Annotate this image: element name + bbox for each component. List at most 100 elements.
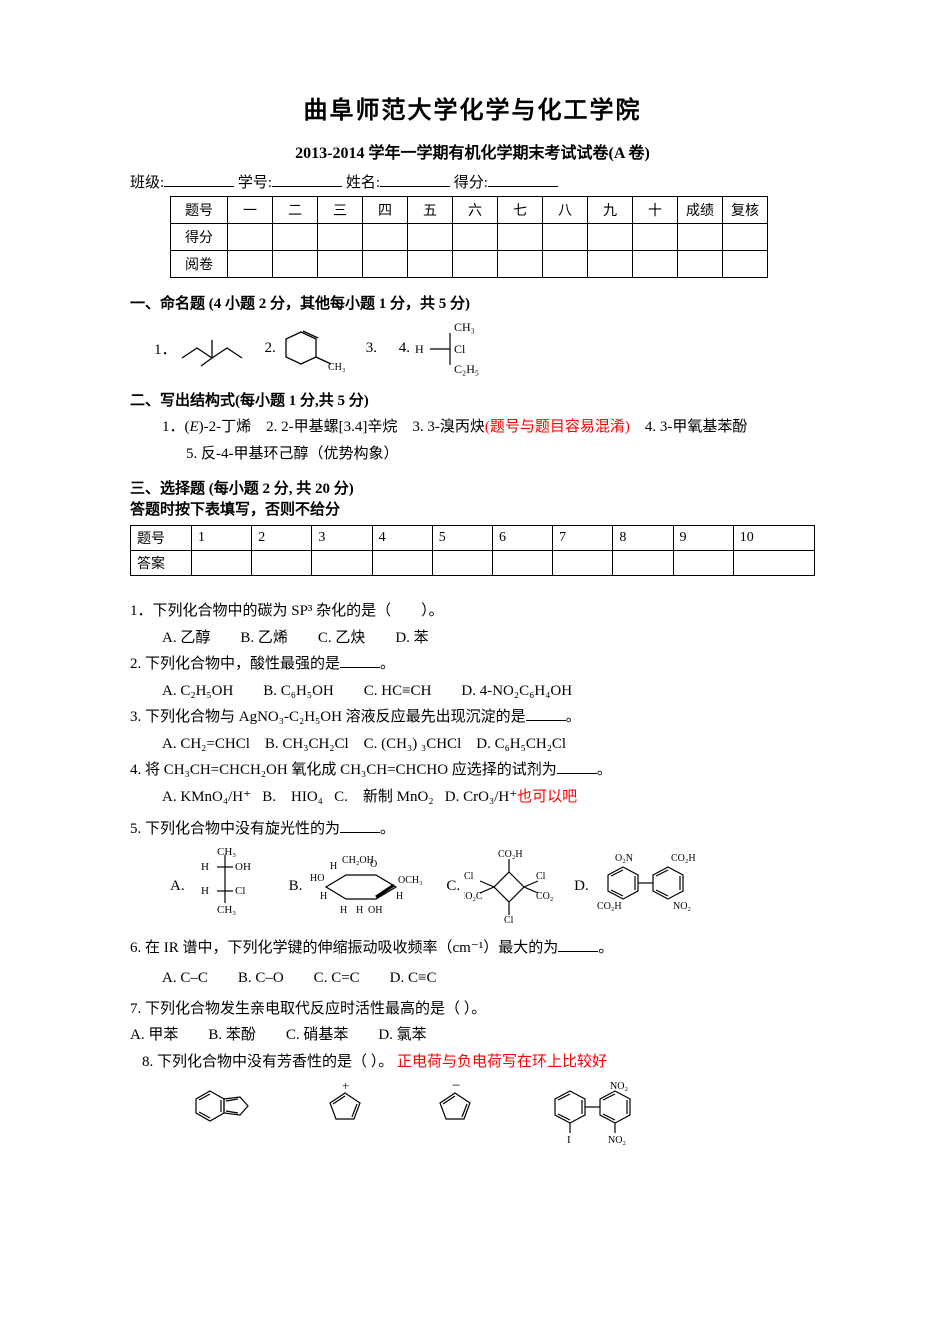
svg-text:H: H <box>320 891 327 902</box>
opt: B. HIO₄ <box>262 789 323 805</box>
q7-opts: A. 甲苯 B. 苯酚 C. 硝基苯 D. 氯苯 <box>130 1024 815 1047</box>
table-row: 题号 1 2 3 4 5 6 7 8 9 10 <box>131 526 815 551</box>
sec1-item-3: 3. <box>366 340 381 357</box>
svg-text:CH₃: CH₃ <box>217 847 236 858</box>
row-header: 阅卷 <box>171 251 228 278</box>
row-header: 题号 <box>171 197 228 224</box>
q1-opts: A. 乙醇 B. 乙烯 C. 乙炔 D. 苯 <box>130 627 815 650</box>
q-num: 1． <box>154 338 177 359</box>
col-num: 8 <box>613 526 673 551</box>
answer-blank[interactable] <box>557 759 597 774</box>
svg-text:H: H <box>396 891 403 902</box>
svg-text:I: I <box>567 1134 571 1146</box>
q6-opts: A. C–C B. C–O C. C=C D. C≡C <box>130 967 815 990</box>
answer-table: 题号 1 2 3 4 5 6 7 8 9 10 答案 <box>130 525 815 576</box>
sec1-item-2: 2. CH₃ <box>265 324 348 372</box>
text: 3. 下列化合物与 AgNO₃-C₂H₅OH 溶液反应最先出现沉淀的是 <box>130 709 526 725</box>
structure-icon: CO₂H Cl CO₂H Cl HO₂C Cl <box>464 847 554 927</box>
structure-icon: H OH H Cl CH₃ CH₃ <box>189 847 269 927</box>
table-row: 答案 <box>131 551 815 576</box>
structure-icon: + <box>320 1079 370 1129</box>
col-header: 十 <box>633 197 678 224</box>
opt: C. 新制 MnO₂ <box>334 789 433 805</box>
svg-text:NO₂: NO₂ <box>610 1081 628 1092</box>
svg-text:−: − <box>452 1079 460 1094</box>
structure-icon: O₂N CO₂H CO₂H NO₂ <box>593 847 713 927</box>
svg-text:CO₂H: CO₂H <box>498 849 523 860</box>
q3-stem: 3. 下列化合物与 AgNO₃-C₂H₅OH 溶液反应最先出现沉淀的是 。 <box>130 706 815 729</box>
svg-text:Cl: Cl <box>464 871 474 882</box>
table-row: 阅卷 <box>171 251 768 278</box>
col-header: 二 <box>273 197 318 224</box>
q6-stem: 6. 在 IR 谱中，下列化学键的伸缩振动吸收频率（cm⁻¹）最大的为 。 <box>130 937 815 960</box>
svg-text:H: H <box>340 905 347 916</box>
q4-stem: 4. 将 CH₃CH=CHCH₂OH 氧化成 CH₃CH=CHCHO 应选择的试… <box>130 759 815 782</box>
label-score: 得分: <box>454 175 488 191</box>
structure-icon: CH₃ <box>276 324 348 372</box>
col-header: 七 <box>498 197 543 224</box>
blank-sid[interactable] <box>272 172 342 187</box>
answer-blank[interactable] <box>340 818 380 833</box>
answer-blank[interactable] <box>526 706 566 721</box>
text: 。 <box>598 940 613 956</box>
answer-blank[interactable] <box>558 937 598 952</box>
col-header: 六 <box>453 197 498 224</box>
svg-text:H: H <box>415 342 424 356</box>
page-title: 曲阜师范大学化学与化工学院 <box>130 90 815 125</box>
svg-text:HO: HO <box>310 873 324 884</box>
row-header: 得分 <box>171 224 228 251</box>
col-header: 复核 <box>723 197 768 224</box>
label-name: 姓名: <box>346 175 380 191</box>
text: 。 <box>380 821 395 837</box>
col-num: 1 <box>192 526 252 551</box>
svg-text:Cl: Cl <box>235 885 245 897</box>
blank-name[interactable] <box>380 172 450 187</box>
score-table: 题号 一 二 三 四 五 六 七 八 九 十 成绩 复核 得分 阅卷 <box>170 196 768 278</box>
q3-opts: A. CH₂=CHCl B. CH₃CH₂Cl C. (CH₃) ₃CHCl D… <box>130 733 815 756</box>
svg-text:+: + <box>342 1079 349 1093</box>
structure-icon: − <box>430 1079 480 1129</box>
col-num: 6 <box>492 526 552 551</box>
svg-text:OH: OH <box>368 905 382 916</box>
opt-red: D. CrO₃/H⁺也可以吧 <box>445 789 577 805</box>
col-header: 八 <box>543 197 588 224</box>
svg-text:H: H <box>201 885 209 897</box>
q4-opts: A. KMnO₄/H⁺ B. HIO₄ C. 新制 MnO₂ D. CrO₃/H… <box>130 786 815 809</box>
col-num: 7 <box>553 526 613 551</box>
svg-text:Cl: Cl <box>536 871 546 882</box>
col-header: 三 <box>318 197 363 224</box>
q5-stem: 5. 下列化合物中没有旋光性的为。 <box>130 818 815 841</box>
opt-label: B. <box>289 878 303 895</box>
text: 。 <box>566 709 581 725</box>
blank-score[interactable] <box>488 172 558 187</box>
opt-label: D. <box>574 878 589 895</box>
blank-class[interactable] <box>164 172 234 187</box>
structure-icon: H CH₃ Cl C₂H₅ <box>410 319 490 377</box>
info-line: 班级: 学号: 姓名: 得分: <box>130 171 815 192</box>
answer-blank[interactable] <box>340 653 380 668</box>
q5-opts: A. H OH H Cl CH₃ CH₃ B. <box>170 847 815 927</box>
col-header: 四 <box>363 197 408 224</box>
text: 8. 下列化合物中没有芳香性的是（ ）。 <box>142 1054 393 1070</box>
q-num: 3. <box>366 340 377 357</box>
svg-text:CO₂H: CO₂H <box>536 891 554 902</box>
q-num: 4. <box>399 340 410 357</box>
sec3-heading: 三、选择题 (每小题 2 分, 共 20 分) <box>130 477 815 498</box>
svg-text:NO₂: NO₂ <box>608 1135 626 1146</box>
text-italic: E <box>190 419 199 435</box>
red-note: 正电荷与负电荷写在环上比较好 <box>397 1054 607 1070</box>
col-header: 九 <box>588 197 633 224</box>
opt-d: D. O₂N CO₂H CO₂H NO₂ <box>574 847 713 927</box>
sec3-note: 答题时按下表填写，否则不给分 <box>130 498 815 519</box>
svg-text:CH₃: CH₃ <box>454 320 475 334</box>
col-num: 4 <box>372 526 432 551</box>
col-header: 成绩 <box>678 197 723 224</box>
svg-text:H: H <box>201 861 209 873</box>
svg-text:CH₃: CH₃ <box>328 362 345 372</box>
sec1-heading: 一、命名题 (4 小题 2 分，其他每小题 1 分，共 5 分) <box>130 292 815 313</box>
text: 6. 在 IR 谱中，下列化学键的伸缩振动吸收频率（cm⁻¹）最大的为 <box>130 940 558 956</box>
text: 4. 将 CH₃CH=CHCH₂OH 氧化成 CH₃CH=CHCHO 应选择的试… <box>130 762 557 778</box>
svg-text:NO₂: NO₂ <box>673 901 691 912</box>
text: )-2-丁烯 2. 2-甲基螺[3.4]辛烷 3. 3-溴丙炔 <box>199 419 485 435</box>
svg-text:H: H <box>356 905 363 916</box>
